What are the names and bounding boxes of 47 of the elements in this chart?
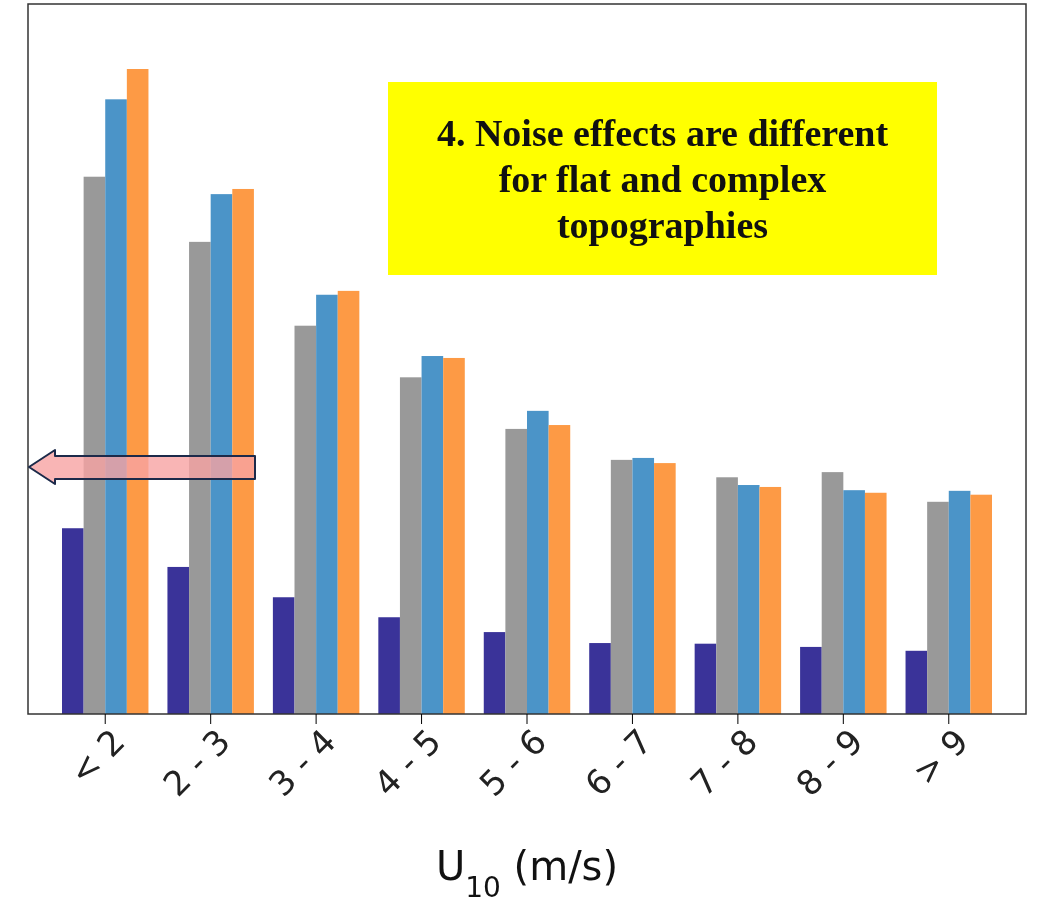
bar [737,485,760,714]
bar [443,357,465,714]
bar [316,294,338,714]
bar [654,463,676,714]
bar [505,428,527,714]
x-tick-label: 8 - 9 [787,720,871,804]
x-axis-title: U$_{10}$ (m/s) [435,843,619,897]
bar [483,632,506,714]
x-tick-label: < 2 [61,720,133,793]
annotation: 4. Noise effects are different for flat and complex topographies [436,111,889,246]
bar [548,425,571,714]
x-tick-label: 7 - 8 [682,720,766,804]
x-tick-label: > 9 [904,720,977,793]
bar [337,290,360,714]
bar [527,410,549,714]
bar [167,566,190,714]
bar [610,459,633,714]
bar [970,494,992,714]
bar [589,643,611,714]
bar [378,617,400,714]
bar [905,650,928,714]
bar [105,99,127,714]
bar [948,490,971,714]
bar [272,597,295,714]
bar [83,176,106,714]
bar [126,69,149,714]
bar [927,501,949,714]
x-tick-label: 5 - 6 [471,720,555,804]
x-tick-label: 2 - 3 [155,720,238,804]
x-tick-label: 3 - 4 [260,720,344,804]
bar [399,377,422,714]
bar [694,643,717,714]
x-tick-label: 6 - 7 [576,720,660,804]
bar [232,188,254,714]
bar [716,477,738,714]
bar [421,356,444,714]
bar [62,528,84,714]
bar [821,472,844,714]
bar [189,241,211,714]
bar [210,194,233,714]
bar [800,646,822,714]
bar [294,325,317,714]
x-tick-label: 4 - 5 [365,720,449,804]
bar [864,492,887,714]
bar [843,490,865,714]
bar [632,457,655,714]
bar [759,486,782,714]
